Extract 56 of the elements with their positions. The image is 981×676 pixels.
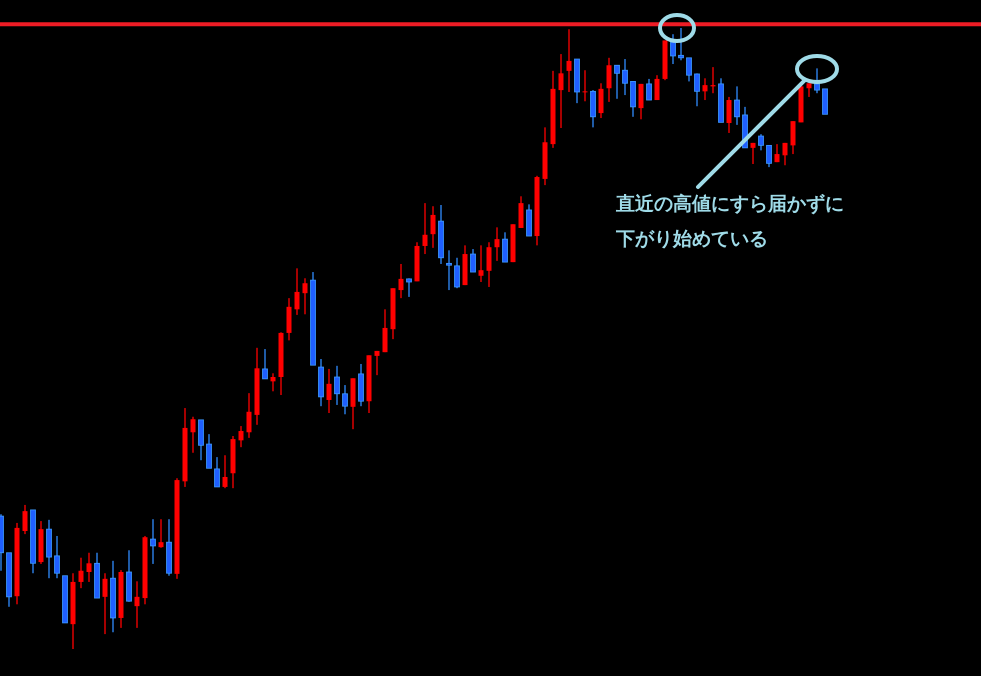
candlestick	[470, 248, 476, 273]
candlestick	[238, 425, 244, 448]
candlestick	[774, 143, 780, 163]
candlestick	[646, 78, 652, 101]
candlestick	[158, 518, 164, 548]
candlestick	[782, 142, 788, 166]
candlestick	[54, 535, 60, 579]
candlestick	[622, 58, 628, 96]
candlestick	[326, 368, 332, 414]
candlestick	[670, 34, 676, 65]
candlestick	[270, 372, 276, 392]
candlestick	[262, 348, 268, 380]
candlestick	[478, 244, 484, 283]
candlestick	[494, 226, 500, 262]
candlestick	[734, 86, 740, 126]
candlestick	[758, 134, 764, 151]
candlestick	[766, 144, 772, 168]
candlestick	[430, 206, 436, 248]
candlestick	[582, 70, 588, 102]
candlestick	[654, 74, 660, 101]
candlestick	[294, 268, 300, 316]
annotation: 下がり始めている	[615, 228, 768, 250]
candlestick	[710, 66, 716, 94]
candlestick	[246, 392, 252, 439]
candlestick	[190, 416, 196, 454]
candlestick	[678, 27, 684, 61]
candlestick	[86, 552, 92, 583]
candlestick	[694, 72, 700, 107]
candlestick	[342, 384, 348, 415]
annotation: 直近の高値にすら届かずに	[615, 193, 844, 215]
candlestick	[302, 278, 308, 315]
candlestick	[334, 365, 340, 406]
candlestick	[398, 263, 404, 299]
candlestick	[454, 257, 460, 289]
candlestick	[78, 557, 84, 589]
candlestick	[750, 142, 756, 165]
candlestick	[686, 57, 692, 82]
candlestick	[702, 78, 708, 101]
candlestick	[214, 456, 220, 488]
candlestick	[486, 242, 492, 288]
candlestick	[134, 580, 140, 629]
candlestick	[446, 250, 452, 291]
candlestick	[422, 202, 428, 255]
candlestick	[406, 278, 412, 298]
candlestick	[150, 518, 156, 565]
candlestick	[502, 232, 508, 263]
candlestick	[558, 53, 564, 129]
candlestick	[102, 572, 108, 635]
candlestick	[374, 350, 380, 376]
candlestick	[806, 82, 812, 98]
candlestick	[726, 96, 732, 134]
candlestick	[606, 57, 612, 103]
candlestick	[222, 454, 228, 489]
candlestick	[22, 504, 28, 535]
candlestick	[566, 28, 572, 93]
candlestick	[614, 64, 620, 100]
